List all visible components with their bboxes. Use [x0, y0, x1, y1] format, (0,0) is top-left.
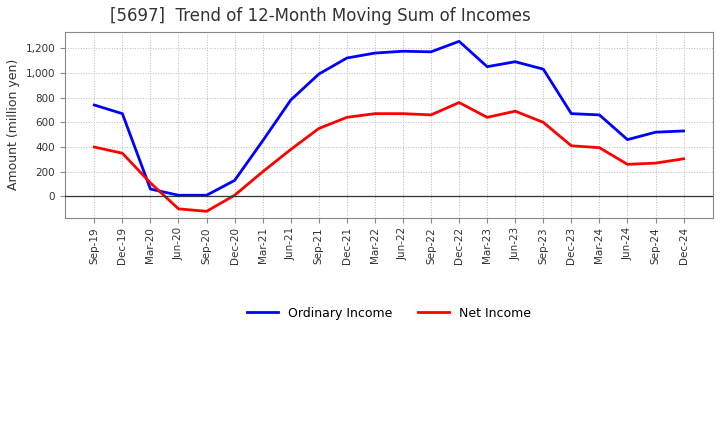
Net Income [174, 206, 183, 212]
Ordinary Income [287, 97, 295, 103]
Ordinary Income [174, 193, 183, 198]
Net Income [343, 115, 351, 120]
Ordinary Income [455, 39, 464, 44]
Text: [5697]  Trend of 12-Month Moving Sum of Incomes: [5697] Trend of 12-Month Moving Sum of I… [110, 7, 531, 25]
Ordinary Income [427, 49, 436, 55]
Net Income [287, 147, 295, 152]
Net Income [90, 144, 99, 150]
Ordinary Income [90, 103, 99, 108]
Ordinary Income [202, 193, 211, 198]
Ordinary Income [679, 128, 688, 134]
Line: Net Income: Net Income [94, 103, 683, 211]
Ordinary Income [258, 138, 267, 143]
Net Income [595, 145, 604, 150]
Ordinary Income [539, 66, 548, 72]
Net Income [483, 115, 492, 120]
Line: Ordinary Income: Ordinary Income [94, 41, 683, 195]
Ordinary Income [483, 64, 492, 70]
Net Income [202, 209, 211, 214]
Ordinary Income [371, 51, 379, 56]
Net Income [511, 109, 520, 114]
Net Income [315, 126, 323, 131]
Net Income [427, 112, 436, 117]
Y-axis label: Amount (million yen): Amount (million yen) [7, 59, 20, 191]
Net Income [455, 100, 464, 105]
Net Income [118, 150, 127, 156]
Net Income [258, 169, 267, 174]
Ordinary Income [118, 111, 127, 116]
Ordinary Income [315, 71, 323, 77]
Ordinary Income [567, 111, 576, 116]
Net Income [371, 111, 379, 116]
Net Income [230, 193, 239, 198]
Ordinary Income [146, 187, 155, 192]
Legend: Ordinary Income, Net Income: Ordinary Income, Net Income [242, 302, 536, 325]
Net Income [399, 111, 408, 116]
Net Income [567, 143, 576, 148]
Net Income [651, 161, 660, 166]
Ordinary Income [651, 129, 660, 135]
Net Income [623, 162, 631, 167]
Ordinary Income [399, 48, 408, 54]
Ordinary Income [595, 112, 604, 117]
Net Income [539, 120, 548, 125]
Ordinary Income [343, 55, 351, 61]
Ordinary Income [230, 178, 239, 183]
Net Income [146, 180, 155, 186]
Ordinary Income [623, 137, 631, 142]
Net Income [679, 156, 688, 161]
Ordinary Income [511, 59, 520, 64]
